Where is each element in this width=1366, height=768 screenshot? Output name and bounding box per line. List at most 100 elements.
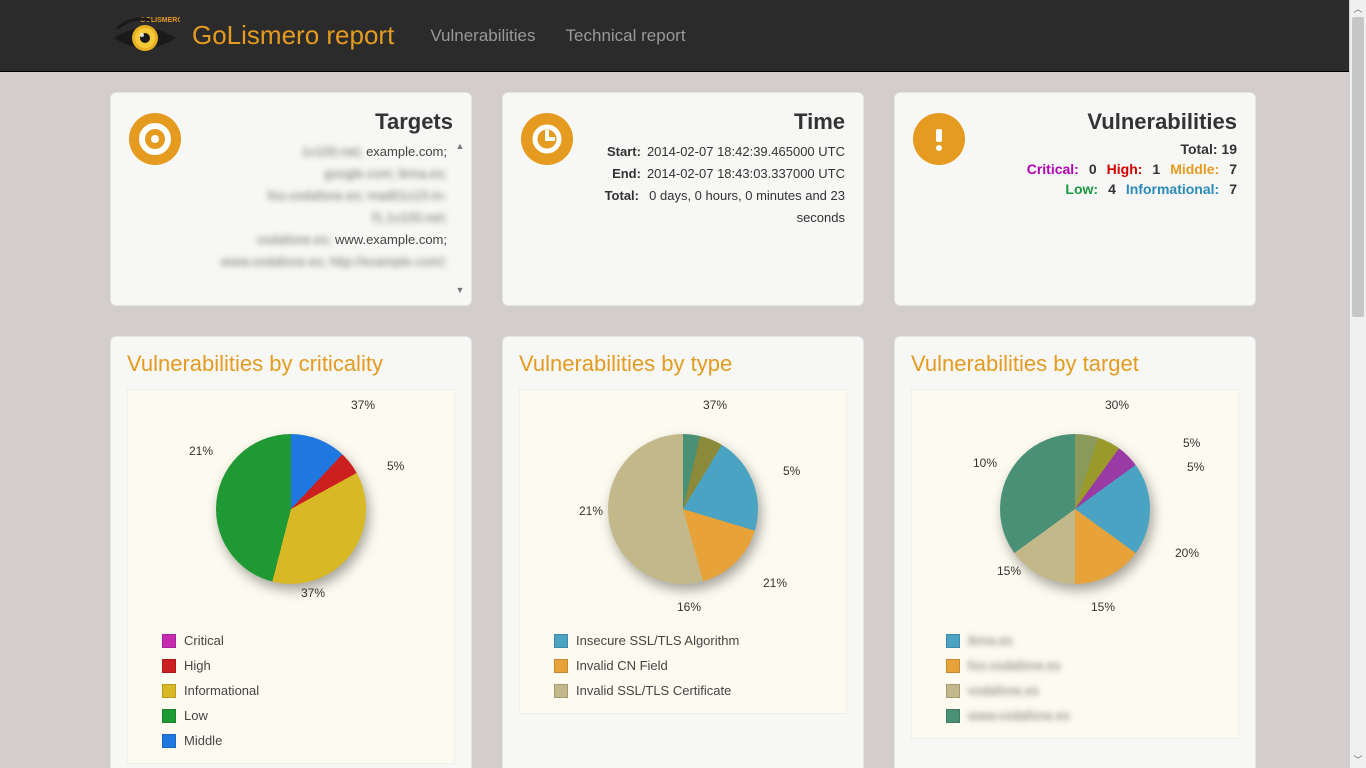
targets-title: Targets: [193, 109, 453, 135]
vuln-sev-label: Critical:: [1027, 161, 1079, 177]
clock-icon: [521, 113, 573, 165]
chart-bytype-title: Vulnerabilities by type: [519, 351, 847, 377]
legend-item[interactable]: Middle: [162, 728, 444, 753]
legend-item[interactable]: Insecure SSL/TLS Algorithm: [554, 628, 836, 653]
time-label: End:: [612, 163, 641, 185]
target-item: mad01s15-in-f1.1x100.net;: [364, 188, 447, 225]
legend-label: Invalid CN Field: [576, 658, 668, 673]
targets-list[interactable]: 1x100.net; example.com; google.com; ikma.…: [193, 141, 453, 301]
pie-pct-label: 37%: [351, 398, 375, 412]
legend-swatch-icon: [162, 684, 176, 698]
vuln-sev-value: 0: [1089, 161, 1097, 177]
nav-link[interactable]: Technical report: [566, 26, 686, 46]
legend-item[interactable]: High: [162, 653, 444, 678]
legend-swatch-icon: [946, 684, 960, 698]
legend-swatch-icon: [162, 634, 176, 648]
vuln-sev-label: Middle:: [1170, 161, 1219, 177]
scroll-thumb[interactable]: [1352, 17, 1364, 317]
target-item: 1x100.net;: [302, 144, 363, 159]
pie-pct-label: 5%: [1187, 460, 1204, 474]
legend-item[interactable]: Invalid CN Field: [554, 653, 836, 678]
target-item: http://example.com/;: [326, 254, 447, 269]
chart-bytarget-title: Vulnerabilities by target: [911, 351, 1239, 377]
time-label: Total:: [605, 185, 639, 229]
scroll-up-icon[interactable]: ︿: [1350, 0, 1366, 17]
vuln-title: Vulnerabilities: [977, 109, 1237, 135]
vuln-sev-value: 7: [1229, 161, 1237, 177]
time-value: 2014-02-07 18:43:03.337000 UTC: [647, 163, 845, 185]
target-item: www.example.com;: [331, 232, 447, 247]
legend-item[interactable]: vodafone.es: [946, 678, 1228, 703]
scroll-down-icon[interactable]: ﹀: [1350, 751, 1366, 768]
pie-pct-label: 30%: [1105, 398, 1129, 412]
target-item: vodafone.es;: [257, 232, 331, 247]
time-card: Time Start:2014-02-07 18:42:39.465000 UT…: [502, 92, 864, 306]
legend-swatch-icon: [946, 634, 960, 648]
legend-swatch-icon: [554, 659, 568, 673]
legend-label: Invalid SSL/TLS Certificate: [576, 683, 731, 698]
legend-item[interactable]: foo.vodafone.es: [946, 653, 1228, 678]
scroll-up-icon[interactable]: ▲: [453, 141, 467, 151]
legend-label: foo.vodafone.es: [968, 658, 1061, 673]
legend-label: High: [184, 658, 211, 673]
chart-criticality: Vulnerabilities by criticality 37%5%37%2…: [110, 336, 472, 768]
chart-bytarget: Vulnerabilities by target 30%5%5%20%15%1…: [894, 336, 1256, 768]
target-item: ikma.es;: [395, 166, 447, 181]
legend-bytype: Insecure SSL/TLS Algorithm Invalid CN Fie…: [530, 628, 836, 703]
vuln-sev-label: High:: [1107, 161, 1143, 177]
targets-card: Targets 1x100.net; example.com; google.co…: [110, 92, 472, 306]
legend-swatch-icon: [554, 634, 568, 648]
vuln-total-value: 19: [1221, 141, 1237, 157]
legend-label: vodafone.es: [968, 683, 1039, 698]
time-label: Start:: [607, 141, 641, 163]
eye-logo-icon: GOLISMERO: [110, 12, 180, 59]
vuln-sev-value: 7: [1229, 181, 1237, 197]
legend-label: Informational: [184, 683, 259, 698]
vuln-sev-label: Informational:: [1126, 181, 1219, 197]
legend-bytarget: ikma.es foo.vodafone.es vodafone.es www.vod…: [922, 628, 1228, 728]
legend-item[interactable]: www.vodafone.es: [946, 703, 1228, 728]
legend-item[interactable]: Invalid SSL/TLS Certificate: [554, 678, 836, 703]
legend-label: Middle: [184, 733, 222, 748]
pie-pct-label: 10%: [973, 456, 997, 470]
pie-pct-label: 21%: [579, 504, 603, 518]
pie-bytarget: 30%5%5%20%15%15%10%: [922, 404, 1228, 614]
legend-criticality: Critical High Informational Low Middle: [138, 628, 444, 753]
brand[interactable]: GOLISMERO GoLismero report: [110, 12, 394, 59]
vuln-sev-label: Low:: [1065, 181, 1098, 197]
legend-label: www.vodafone.es: [968, 708, 1070, 723]
chart-bytype: Vulnerabilities by type 37%5%21%16%21% I…: [502, 336, 864, 768]
time-title: Time: [585, 109, 845, 135]
pie-bytype: 37%5%21%16%21%: [530, 404, 836, 614]
pie-pct-label: 15%: [1091, 600, 1115, 614]
legend-item[interactable]: Informational: [162, 678, 444, 703]
legend-item[interactable]: Critical: [162, 628, 444, 653]
legend-label: Low: [184, 708, 208, 723]
legend-label: Insecure SSL/TLS Algorithm: [576, 633, 739, 648]
legend-swatch-icon: [554, 684, 568, 698]
nav-link[interactable]: Vulnerabilities: [430, 26, 535, 46]
target-icon: [129, 113, 181, 165]
legend-item[interactable]: ikma.es: [946, 628, 1228, 653]
scroll-down-icon[interactable]: ▼: [453, 285, 467, 295]
pie-pct-label: 5%: [387, 459, 404, 473]
targets-scrollbar[interactable]: ▲ ▼: [453, 141, 467, 295]
legend-label: Critical: [184, 633, 224, 648]
vuln-sev-value: 4: [1108, 181, 1116, 197]
target-item: foo.vodafone.es;: [268, 188, 364, 203]
window-scrollbar[interactable]: ︿ ﹀: [1349, 0, 1366, 768]
pie-criticality: 37%5%37%21%: [138, 404, 444, 614]
vuln-summary-card: Vulnerabilities Total: 19 Critical: 0 High…: [894, 92, 1256, 306]
legend-swatch-icon: [946, 659, 960, 673]
pie-pct-label: 37%: [703, 398, 727, 412]
pie-pct-label: 5%: [1183, 436, 1200, 450]
legend-label: ikma.es: [968, 633, 1013, 648]
vuln-total-label: Total:: [1180, 141, 1217, 157]
pie-pct-label: 21%: [189, 444, 213, 458]
legend-item[interactable]: Low: [162, 703, 444, 728]
target-item: example.com;: [362, 144, 447, 159]
pie-pct-label: 16%: [677, 600, 701, 614]
target-item: google.com;: [324, 166, 395, 181]
navbar: GOLISMERO GoLismero report Vulnerabiliti…: [0, 0, 1366, 72]
legend-swatch-icon: [162, 709, 176, 723]
